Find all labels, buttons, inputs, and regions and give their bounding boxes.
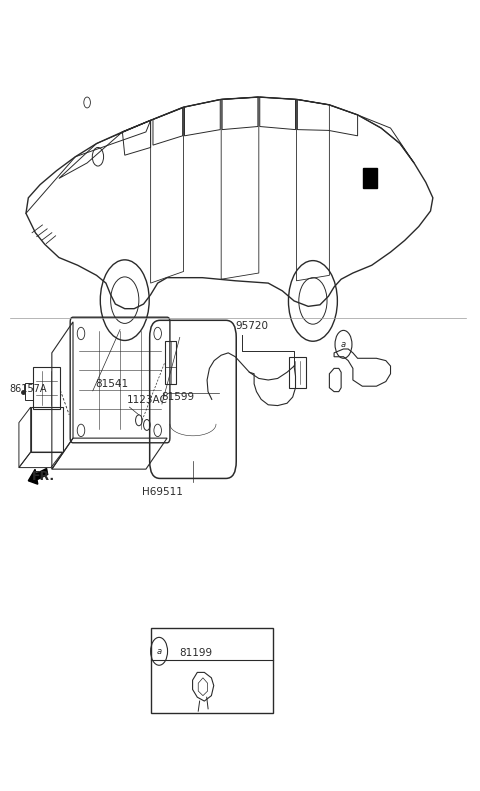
Bar [33,367,60,410]
Bar [363,168,377,187]
Text: 86157A: 86157A [10,384,47,394]
Text: 81541: 81541 [95,380,128,389]
Text: 95720: 95720 [235,321,268,331]
Bar [24,383,33,400]
Text: a: a [156,647,162,656]
Bar [151,628,273,713]
Text: FR.: FR. [32,470,55,483]
Bar [165,341,177,384]
Text: 1123AC: 1123AC [127,395,168,405]
Text: 81199: 81199 [179,648,212,658]
FancyArrow shape [28,468,48,484]
Text: H69511: H69511 [143,487,183,497]
Text: a: a [341,340,346,349]
Bar [31,407,63,452]
Bar [289,357,306,388]
Text: 81599: 81599 [161,392,194,402]
